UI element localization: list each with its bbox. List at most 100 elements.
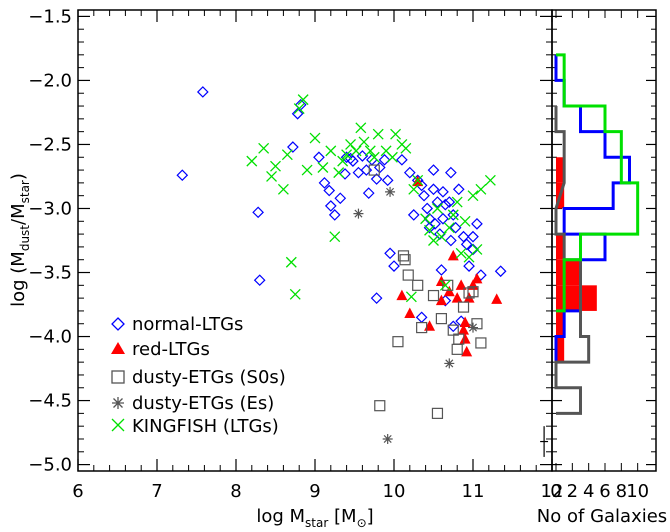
point-dusty-etgs-es — [468, 322, 478, 333]
point-normal-ltgs — [323, 184, 336, 197]
x-tick-label: 11 — [462, 481, 485, 502]
point-dusty-etgs-s0s — [397, 250, 410, 262]
legend-diamond-icon — [111, 317, 125, 331]
point-normal-ltgs — [467, 230, 479, 243]
point-normal-ltgs — [445, 166, 457, 179]
y-tick-label: −2.5 — [28, 134, 72, 155]
point-kingfish-ltgs — [390, 128, 402, 140]
point-red-ltgs — [463, 292, 475, 303]
point-kingfish-ltgs — [443, 222, 455, 234]
point-normal-ltgs — [396, 153, 408, 166]
point-kingfish-ltgs — [372, 128, 384, 140]
point-kingfish-ltgs — [484, 174, 496, 186]
histogram-x-axis-title: No of Galaxies — [537, 506, 667, 527]
point-normal-ltgs — [427, 164, 440, 176]
point-kingfish-ltgs — [428, 235, 439, 246]
point-red-ltgs — [451, 292, 463, 303]
x-tick-label: 12 — [541, 481, 564, 502]
point-kingfish-ltgs — [355, 122, 367, 134]
legend-item-kingfish-ltgs: KINGFISH (LTGs) — [111, 416, 279, 437]
hist-bar-red-ltgs — [556, 285, 597, 311]
point-kingfish-ltgs — [293, 103, 305, 115]
legend-square-icon — [111, 370, 125, 384]
hist-step-kingfish-ltgs- — [556, 53, 640, 313]
point-normal-ltgs — [340, 151, 353, 164]
point-red-ltgs — [396, 289, 408, 301]
point-kingfish-ltgs — [350, 145, 362, 157]
point-kingfish-ltgs — [258, 142, 270, 154]
legend-item-dusty-etgs-s0s: dusty-ETGs (S0s) — [111, 367, 286, 388]
legend-x-icon — [111, 418, 125, 432]
point-normal-ltgs — [415, 311, 428, 324]
hist-bar-red-ltgs — [556, 234, 565, 260]
point-kingfish-ltgs — [266, 171, 278, 182]
y-tick-label: −4.0 — [28, 327, 72, 348]
point-dusty-etgs-s0s — [412, 279, 424, 291]
point-red-ltgs — [447, 249, 459, 261]
point-kingfish-ltgs — [341, 149, 353, 161]
point-normal-ltgs — [291, 107, 304, 120]
point-red-ltgs — [435, 294, 447, 306]
point-red-ltgs — [404, 307, 416, 318]
point-dusty-etgs-es — [382, 433, 393, 444]
legend-label-dusty-etgs-s0s: dusty-ETGs (S0s) — [132, 367, 286, 388]
point-normal-ltgs — [313, 151, 325, 164]
point-normal-ltgs — [447, 320, 460, 333]
y-tick-label: −2.0 — [28, 70, 72, 91]
hist-step-normal-ltgs — [554, 54, 631, 363]
point-kingfish-ltgs — [285, 256, 297, 268]
legend-item-dusty-etgs-es: dusty-ETGs (Es) — [112, 393, 274, 414]
point-dusty-etgs-s0s — [451, 343, 463, 355]
point-kingfish-ltgs — [246, 155, 258, 167]
point-dusty-etgs-es — [444, 358, 455, 369]
y-tick-label: −4.5 — [28, 391, 72, 412]
point-kingfish-ltgs — [386, 151, 398, 163]
point-red-ltgs — [459, 333, 471, 344]
x-axis-title: log Mstar [M⊙] — [256, 506, 373, 530]
point-kingfish-ltgs — [364, 145, 376, 157]
point-normal-ltgs — [287, 141, 299, 153]
hist-bar-red-ltgs — [556, 310, 565, 337]
x-tick-label: 7 — [151, 481, 162, 502]
point-kingfish-ltgs — [447, 209, 459, 221]
histogram-frame — [551, 9, 657, 472]
point-dusty-etgs-s0s — [431, 407, 444, 419]
legend-asterisk-icon — [112, 397, 124, 409]
point-dusty-etgs-s0s — [392, 336, 404, 348]
legend-item-red-ltgs: red-LTGs — [111, 339, 210, 360]
point-kingfish-ltgs — [451, 196, 463, 208]
typical-error-bar — [540, 426, 549, 457]
point-normal-ltgs — [431, 196, 444, 208]
point-dusty-etgs-s0s — [427, 289, 440, 302]
y-axis-tick-labels: −1.5 −2.0 −2.5 −3.0 −3.5 −4.0 −4.5 −5.0 — [28, 6, 72, 475]
hist-x-tick-label: 0 — [550, 481, 561, 502]
point-normal-ltgs — [435, 264, 448, 276]
point-red-ltgs — [459, 316, 471, 327]
point-dusty-etgs-s0s — [475, 337, 487, 349]
point-normal-ltgs — [384, 247, 396, 260]
point-normal-ltgs — [388, 260, 400, 272]
point-normal-ltgs — [370, 292, 383, 304]
point-normal-ltgs — [463, 260, 475, 272]
point-kingfish-ltgs — [333, 167, 345, 179]
point-dusty-etgs-s0s — [467, 286, 479, 298]
point-dusty-etgs-es — [353, 208, 364, 219]
scatter-points — [176, 86, 507, 444]
point-kingfish-ltgs — [368, 151, 380, 163]
point-dusty-etgs-s0s — [453, 333, 465, 345]
y-tick-label: −3.0 — [28, 198, 72, 219]
x-tick-label: 10 — [383, 481, 406, 502]
point-dusty-etgs-es — [385, 186, 396, 197]
x-axis-tick-labels: 6 7 8 9 10 11 12 — [72, 481, 563, 502]
point-kingfish-ltgs — [301, 164, 313, 176]
point-kingfish-ltgs — [277, 183, 289, 195]
point-kingfish-ltgs — [270, 160, 281, 172]
point-dusty-etgs-s0s — [368, 164, 380, 176]
legend-label-red-ltgs: red-LTGs — [132, 339, 210, 360]
point-normal-ltgs — [475, 269, 487, 281]
legend: normal-LTGs red-LTGs dusty-ETGs (S0s) du… — [111, 314, 286, 437]
point-kingfish-ltgs — [435, 231, 447, 243]
point-kingfish-ltgs — [424, 224, 436, 236]
point-red-ltgs — [471, 272, 483, 284]
